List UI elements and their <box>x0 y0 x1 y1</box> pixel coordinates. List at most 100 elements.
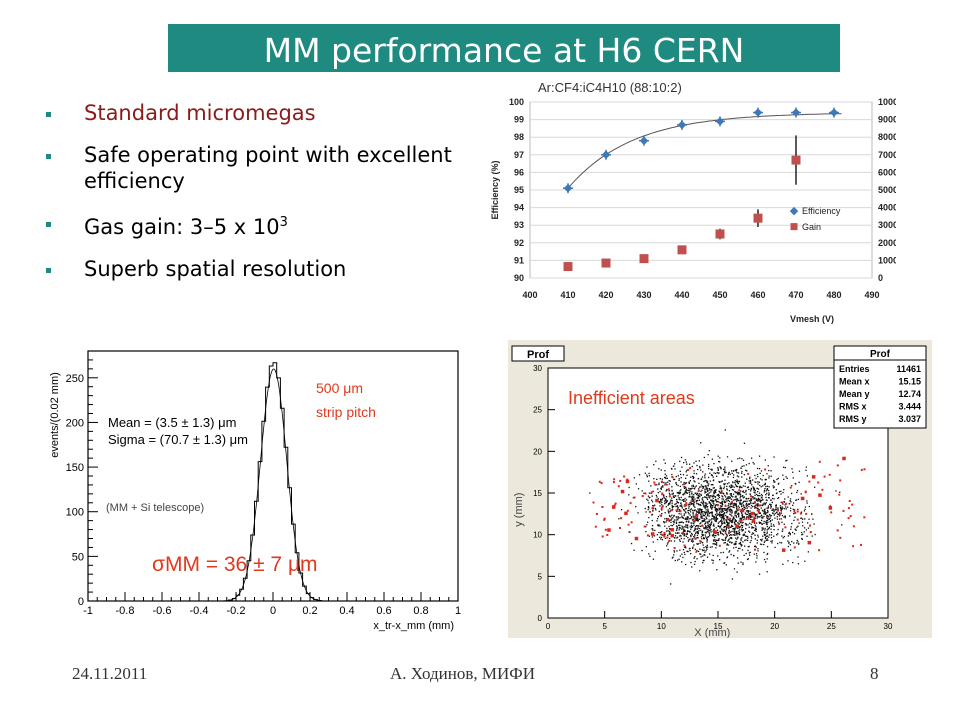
chart3-hit-point <box>673 551 676 553</box>
chart3-hit-point <box>759 500 761 502</box>
chart3-hit-point <box>763 513 765 515</box>
chart3-inefficient-point <box>683 544 686 547</box>
bullet-marker <box>46 222 51 227</box>
chart3-inefficient-point <box>750 495 752 498</box>
chart3-hit-point <box>724 500 726 503</box>
chart3-hit-point <box>763 509 766 511</box>
chart3-hit-point <box>710 499 712 502</box>
chart3-hit-point <box>774 512 776 515</box>
chart1-y2tick-label: 1000 <box>878 255 896 265</box>
chart3-hit-point <box>721 522 723 524</box>
chart3-hit-points <box>589 429 843 585</box>
chart3-hit-point <box>768 534 770 536</box>
chart3-hit-point <box>708 533 711 535</box>
chart3-hit-point <box>670 499 672 501</box>
chart3-hit-point <box>775 504 777 506</box>
chart1-gain-point <box>601 258 611 268</box>
chart3-hit-point <box>678 526 681 529</box>
chart3-hit-point <box>733 506 735 509</box>
chart3-ytick-label: 0 <box>538 614 543 623</box>
chart3-hit-point <box>773 509 775 511</box>
chart3-hit-point <box>727 476 729 478</box>
chart3-hit-point <box>731 472 733 474</box>
chart3-hit-point <box>738 531 741 534</box>
chart3-hit-point <box>767 465 769 467</box>
chart3-hit-point <box>658 510 660 513</box>
chart1-xtick-label: 400 <box>522 290 537 300</box>
chart3-hit-point <box>724 509 726 511</box>
chart3-hit-point <box>725 509 727 511</box>
chart3-hit-point <box>724 542 726 544</box>
chart3-hit-point <box>771 501 773 503</box>
chart3-hit-point <box>718 538 720 540</box>
chart3-hit-point <box>730 526 732 528</box>
chart3-hit-point <box>682 517 684 519</box>
chart3-inefficient-point <box>808 480 811 483</box>
chart3-hit-point <box>717 522 719 524</box>
chart3-hit-point <box>726 510 728 513</box>
chart3-hit-point <box>683 510 686 512</box>
chart3-hit-point <box>749 482 751 484</box>
chart3-inefficient-point <box>817 481 820 484</box>
chart3-hit-point <box>740 490 742 492</box>
chart3-hit-point <box>683 532 686 535</box>
chart3-hit-point <box>791 540 793 543</box>
chart3-hit-point <box>667 534 669 536</box>
chart3-hit-point <box>688 520 690 522</box>
chart3-hit-point <box>706 512 709 514</box>
chart3-hit-point <box>718 472 720 474</box>
chart3-hit-point <box>687 537 689 539</box>
chart3-hit-point <box>727 499 730 502</box>
chart3-hit-point <box>756 557 758 559</box>
chart3-hit-point <box>707 454 709 456</box>
chart3-hit-point <box>740 499 742 501</box>
chart3-hit-point <box>691 522 693 524</box>
chart3-ytick-label: 20 <box>533 447 542 456</box>
chart3-hit-point <box>711 469 713 471</box>
chart3-hit-point <box>750 507 752 509</box>
chart3-hit-point <box>713 518 715 520</box>
chart3-hit-point <box>719 508 721 510</box>
chart3-hit-point <box>727 526 729 528</box>
chart3-hit-point <box>653 505 655 507</box>
chart3-hit-point <box>734 527 736 529</box>
chart3-hit-point <box>714 504 717 506</box>
chart3-hit-point <box>760 504 762 506</box>
chart3-hit-point <box>744 482 746 484</box>
chart3-hit-point <box>701 549 703 551</box>
chart3-hit-point <box>782 537 784 539</box>
chart3-hit-point <box>769 517 771 519</box>
chart3-hit-point <box>692 511 694 513</box>
chart3-hit-point <box>768 489 770 492</box>
chart3-hit-point <box>712 535 714 537</box>
chart3-hit-point <box>705 526 707 528</box>
chart3-hit-point <box>669 510 672 512</box>
chart3-hit-point <box>728 490 731 492</box>
chart3-hit-point <box>715 516 717 519</box>
chart3-hit-point <box>712 525 714 527</box>
chart3-hit-point <box>704 485 706 487</box>
chart3-hit-point <box>651 501 654 503</box>
chart3-hit-point <box>695 460 697 462</box>
chart3-hit-point <box>719 514 721 516</box>
chart3-hit-point <box>725 521 728 523</box>
chart3-hit-point <box>774 481 776 483</box>
chart3-hit-point <box>742 562 744 564</box>
chart3-hit-point <box>735 498 737 500</box>
chart3-hit-point <box>752 479 754 481</box>
chart3-hit-point <box>696 497 698 499</box>
chart3-hit-point <box>676 517 678 519</box>
chart3-inefficient-point <box>625 479 630 484</box>
chart3-hit-point <box>715 489 717 491</box>
chart3-hit-point <box>683 529 685 531</box>
chart3-inefficient-point <box>627 523 630 526</box>
chart3-hit-point <box>702 485 704 487</box>
chart3-hit-point <box>691 487 693 489</box>
chart3-hit-point <box>735 543 737 545</box>
chart3-inefficient-point <box>860 468 863 471</box>
chart3-hit-point <box>704 496 706 498</box>
chart3-hit-point <box>701 476 704 478</box>
chart3-hit-point <box>756 507 758 509</box>
chart3-hit-point <box>749 476 751 478</box>
